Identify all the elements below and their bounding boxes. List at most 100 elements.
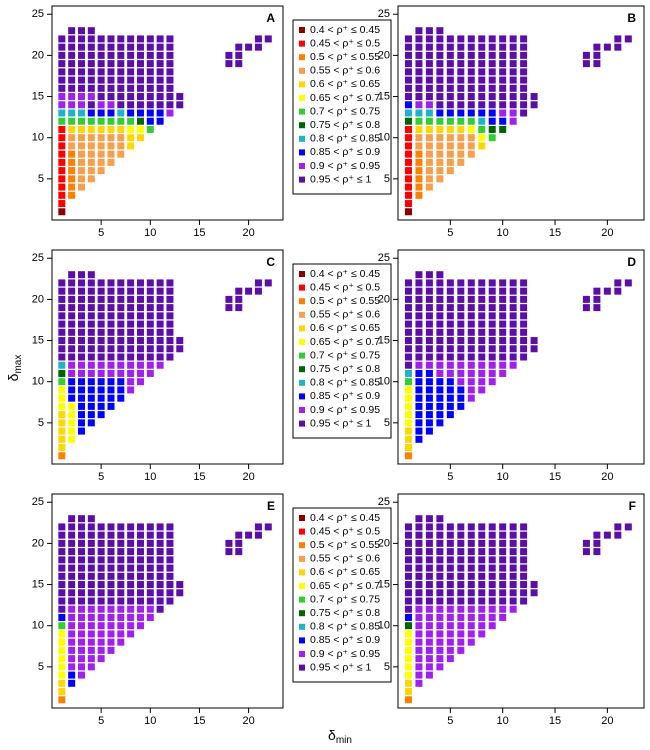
cell xyxy=(404,378,412,386)
cell xyxy=(156,589,164,597)
cell xyxy=(488,295,496,303)
cell xyxy=(509,353,517,361)
cell xyxy=(156,572,164,580)
cell xyxy=(457,638,465,646)
cell xyxy=(478,613,486,621)
cell xyxy=(107,84,115,92)
cell xyxy=(425,353,433,361)
cell xyxy=(127,134,135,142)
cell xyxy=(264,279,272,287)
cell xyxy=(58,402,66,410)
cell xyxy=(457,630,465,638)
cell xyxy=(415,167,423,175)
cell xyxy=(404,328,412,336)
cell xyxy=(97,531,105,539)
cell xyxy=(415,117,423,125)
cell xyxy=(520,43,528,51)
cell xyxy=(166,279,174,287)
cell xyxy=(97,523,105,531)
cell xyxy=(87,622,95,630)
cell xyxy=(68,605,76,613)
cell xyxy=(117,361,125,369)
cell xyxy=(499,295,507,303)
cell xyxy=(58,337,66,345)
cell xyxy=(593,531,601,539)
panel: 5 10 15 20 5 10 15 20 25 E xyxy=(32,493,284,727)
cell xyxy=(436,378,444,386)
cell xyxy=(478,630,486,638)
cell xyxy=(117,43,125,51)
cell xyxy=(436,646,444,654)
cell xyxy=(97,605,105,613)
cell xyxy=(97,287,105,295)
cell xyxy=(156,531,164,539)
cell xyxy=(478,134,486,142)
cell xyxy=(582,295,590,303)
cell xyxy=(436,515,444,523)
cell xyxy=(146,556,154,564)
cell xyxy=(415,638,423,646)
cell xyxy=(404,200,412,208)
legend-label: 0.95 < ρ⁺ ≤ 1 xyxy=(310,417,372,429)
cell xyxy=(176,581,184,589)
cell xyxy=(488,117,496,125)
cell xyxy=(136,312,144,320)
cell xyxy=(87,60,95,68)
cell xyxy=(467,295,475,303)
cell xyxy=(156,564,164,572)
cell xyxy=(436,361,444,369)
cell xyxy=(127,101,135,109)
cell xyxy=(58,328,66,336)
legend-label: 0.75 < ρ⁺ ≤ 0.8 xyxy=(310,363,380,375)
cell xyxy=(58,696,66,704)
cell xyxy=(404,427,412,435)
cell xyxy=(520,539,528,547)
cell xyxy=(488,345,496,353)
cell xyxy=(404,51,412,59)
cell xyxy=(457,117,465,125)
cell xyxy=(467,378,475,386)
legend-label: 0.9 < ρ⁺ ≤ 0.95 xyxy=(310,404,380,416)
cell xyxy=(107,572,115,580)
cell xyxy=(136,134,144,142)
cell xyxy=(77,427,85,435)
cell xyxy=(446,51,454,59)
cell xyxy=(127,68,135,76)
cell xyxy=(415,191,423,199)
cell xyxy=(156,287,164,295)
legend-swatch xyxy=(299,407,305,413)
cell xyxy=(77,402,85,410)
cell xyxy=(235,548,243,556)
cell xyxy=(58,51,66,59)
cell xyxy=(176,589,184,597)
cell xyxy=(146,589,154,597)
legend: 0.4 < ρ⁺ ≤ 0.450.45 < ρ⁺ ≤ 0.5 0.5 < ρ⁺ ≤… xyxy=(292,263,392,439)
cell xyxy=(446,638,454,646)
legend-swatch xyxy=(299,366,305,373)
cell xyxy=(97,337,105,345)
cell xyxy=(509,312,517,320)
cell xyxy=(97,304,105,312)
cell xyxy=(166,60,174,68)
cell xyxy=(446,411,454,419)
cell xyxy=(58,142,66,150)
cell xyxy=(425,35,433,43)
cell xyxy=(117,630,125,638)
cell xyxy=(97,556,105,564)
cell xyxy=(58,523,66,531)
cell xyxy=(509,295,517,303)
cell xyxy=(107,556,115,564)
cell xyxy=(97,320,105,328)
cell xyxy=(77,183,85,191)
cell xyxy=(87,548,95,556)
cell xyxy=(425,386,433,394)
cell xyxy=(457,109,465,117)
cell xyxy=(404,523,412,531)
plot-frame xyxy=(397,5,645,221)
cell xyxy=(436,630,444,638)
cell xyxy=(166,597,174,605)
cell xyxy=(593,539,601,547)
cell xyxy=(58,679,66,687)
cell xyxy=(457,43,465,51)
